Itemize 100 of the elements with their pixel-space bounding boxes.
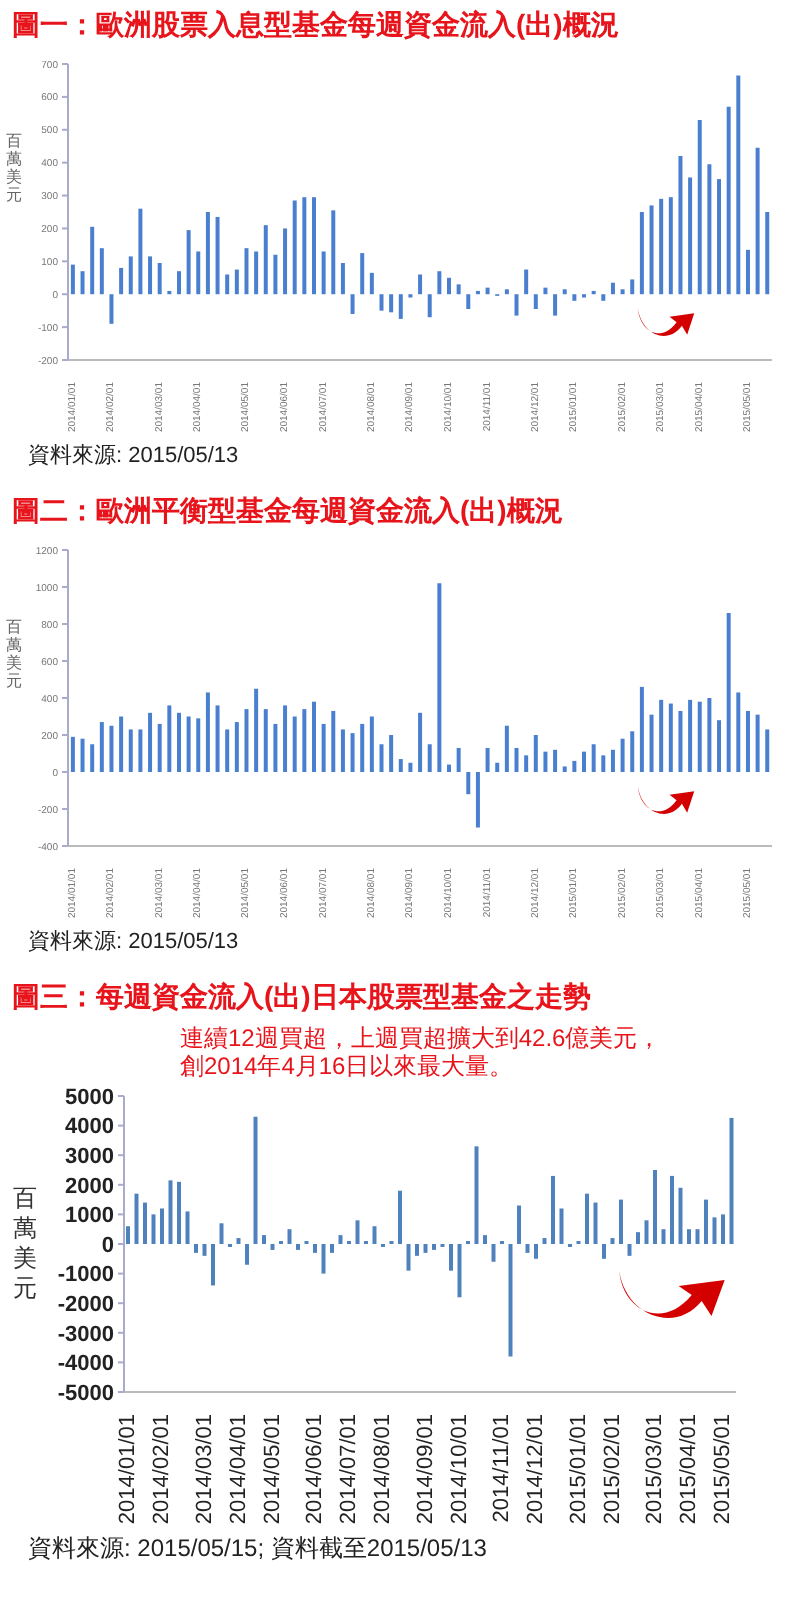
bar [695, 1229, 700, 1244]
bar [254, 251, 259, 295]
bar [283, 228, 288, 295]
bar [729, 1117, 734, 1244]
bar [148, 712, 153, 772]
bar [582, 751, 587, 772]
bar [389, 294, 394, 313]
bar [148, 256, 153, 295]
bar [157, 262, 162, 295]
bar [225, 729, 230, 772]
bar [485, 747, 490, 772]
bar [601, 755, 606, 772]
bar [601, 294, 606, 301]
bar [379, 744, 384, 772]
bar [372, 1226, 377, 1244]
x-tick-label: 2014/07/01 [337, 1414, 362, 1525]
source-note: 資料來源: 2015/05/15; 資料截至2015/05/13 [26, 1532, 489, 1566]
bar [176, 712, 181, 772]
x-tick-label: 2014/12/01 [524, 1414, 549, 1525]
y-tick-label: 4000 [65, 1115, 114, 1140]
chart-title: 圖一：歐洲股票入息型基金每週資金流入(出)概況 [10, 6, 621, 44]
bar [457, 1244, 462, 1298]
bar [398, 294, 403, 319]
bar [704, 1199, 708, 1244]
x-tick-label: 2014/11/01 [490, 1414, 515, 1523]
bar [688, 699, 693, 772]
bar [553, 294, 558, 316]
bar [219, 1223, 224, 1244]
bar [350, 733, 355, 772]
bar [449, 1244, 453, 1271]
bar [765, 729, 770, 772]
bar [273, 723, 278, 772]
bar [340, 729, 345, 772]
bar [262, 1235, 266, 1244]
bar [134, 1193, 139, 1244]
chart-title: 圖三：每週資金流入(出)日本股票型基金之走勢 [10, 978, 593, 1016]
bar [355, 1220, 360, 1244]
bar [90, 226, 95, 295]
bar [331, 710, 336, 772]
y-tick-label: 2000 [65, 1174, 114, 1199]
bar [185, 1211, 190, 1244]
bar [119, 267, 124, 295]
bar [418, 274, 423, 295]
bar [514, 747, 519, 772]
bar [524, 269, 529, 295]
bar [542, 1238, 547, 1244]
bar [211, 1244, 215, 1286]
bar [602, 1244, 606, 1259]
y-tick-label: 0 [101, 1233, 114, 1258]
bar [128, 256, 133, 295]
x-tick-label: 2014/05/01 [260, 1414, 285, 1525]
bar [283, 705, 288, 772]
bar [661, 1229, 666, 1244]
y-tick-label: 1000 [65, 1204, 114, 1229]
y-tick-label: -2000 [57, 1293, 114, 1318]
bar [90, 744, 95, 772]
bar [726, 106, 731, 295]
bar [418, 712, 423, 772]
bar [270, 1244, 275, 1250]
bar [302, 197, 307, 295]
bar [389, 735, 394, 772]
bar [398, 1190, 402, 1244]
bar [517, 1205, 521, 1244]
bar [296, 1244, 300, 1250]
bar [321, 723, 326, 772]
bar [151, 1214, 156, 1244]
bar [466, 294, 471, 310]
bar [167, 705, 172, 772]
bar [593, 1202, 598, 1244]
bar [406, 1244, 411, 1271]
bar [619, 1199, 623, 1244]
bar [697, 701, 702, 772]
bar [504, 725, 509, 772]
bar [331, 210, 336, 295]
bar [504, 289, 509, 295]
bar [483, 1235, 487, 1244]
bar [437, 583, 442, 772]
bar [562, 289, 567, 295]
bar [196, 251, 201, 295]
bar [491, 1244, 496, 1262]
bar [620, 738, 625, 772]
bar [572, 294, 577, 301]
bar [543, 751, 548, 772]
bar [128, 729, 133, 772]
y-axis-title: 百萬美元 [6, 132, 22, 204]
bar [524, 755, 529, 772]
x-tick-label: 2015/05/01 [711, 1414, 736, 1525]
bar [186, 716, 191, 772]
bar [138, 729, 143, 772]
bar [215, 216, 220, 295]
bar [447, 764, 451, 772]
bar [610, 749, 615, 772]
y-tick-label: 5000 [65, 1085, 114, 1110]
bar [610, 1238, 615, 1244]
bar [340, 262, 345, 295]
y-tick-label: -1000 [57, 1263, 114, 1288]
bar [311, 701, 316, 772]
bar [273, 254, 278, 295]
bar [423, 1244, 428, 1253]
bar [630, 731, 635, 772]
